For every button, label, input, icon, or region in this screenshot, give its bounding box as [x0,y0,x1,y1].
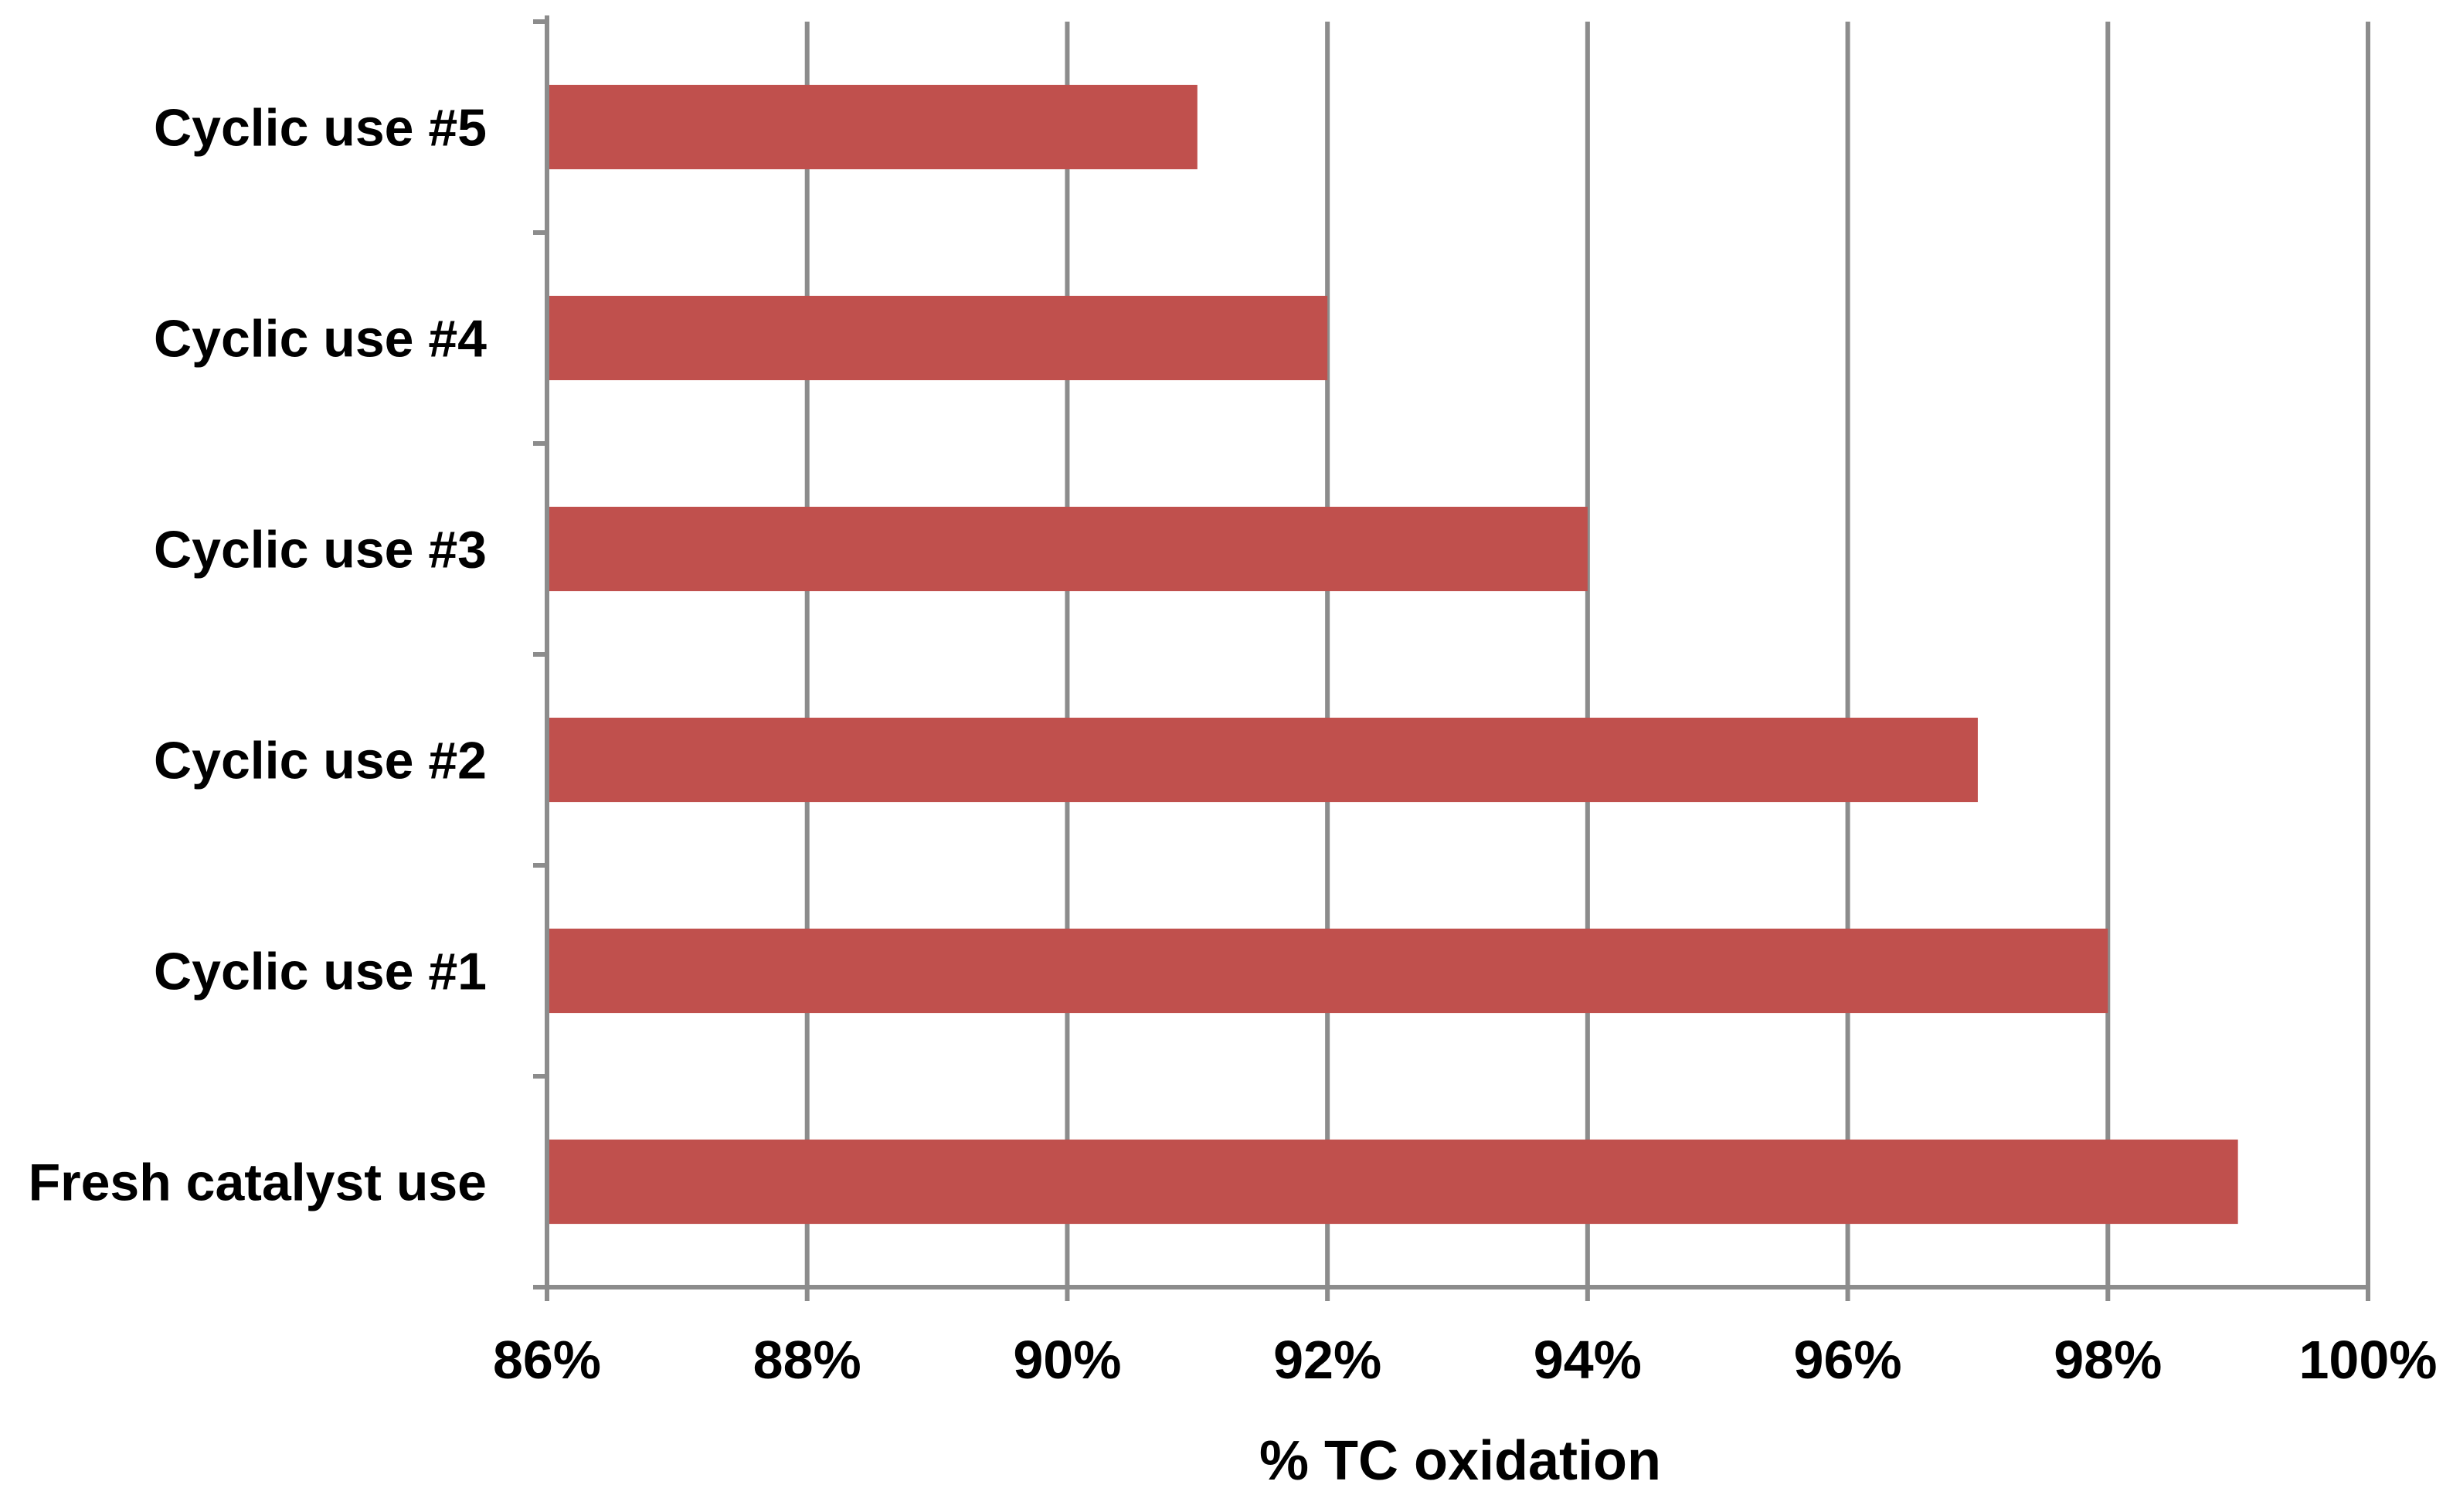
bar [547,295,1328,381]
category-label: Fresh catalyst use [29,1154,487,1212]
bar [547,928,2108,1014]
x-tick-label: 86% [493,1330,601,1390]
bar [547,84,1198,170]
x-tick-label: 92% [1273,1330,1381,1390]
category-label: Cyclic use #2 [154,732,487,790]
x-tick-label: 94% [1534,1330,1642,1390]
labels: 86% 88% 90% 92% 94% 96% 98% 100% Fresh catalyst … [29,99,2438,1391]
x-axis-title: % TC oxidation [1259,1430,1661,1492]
x-tick-label: 98% [2054,1330,2162,1390]
axes [533,15,2370,1301]
x-tick-label: 100% [2298,1330,2437,1390]
category-label: Cyclic use #5 [154,99,487,158]
category-label: Cyclic use #1 [154,943,487,1001]
bars [547,84,2238,1225]
x-tick-label: 96% [1794,1330,1902,1390]
category-label: Cyclic use #4 [154,310,487,369]
bar [547,717,1978,803]
bar [547,1139,2238,1225]
x-tick-label: 90% [1013,1330,1121,1390]
bar [547,506,1588,592]
gridlines [804,22,2370,1287]
category-label: Cyclic use #3 [154,521,487,579]
x-tick-label: 88% [753,1330,861,1390]
